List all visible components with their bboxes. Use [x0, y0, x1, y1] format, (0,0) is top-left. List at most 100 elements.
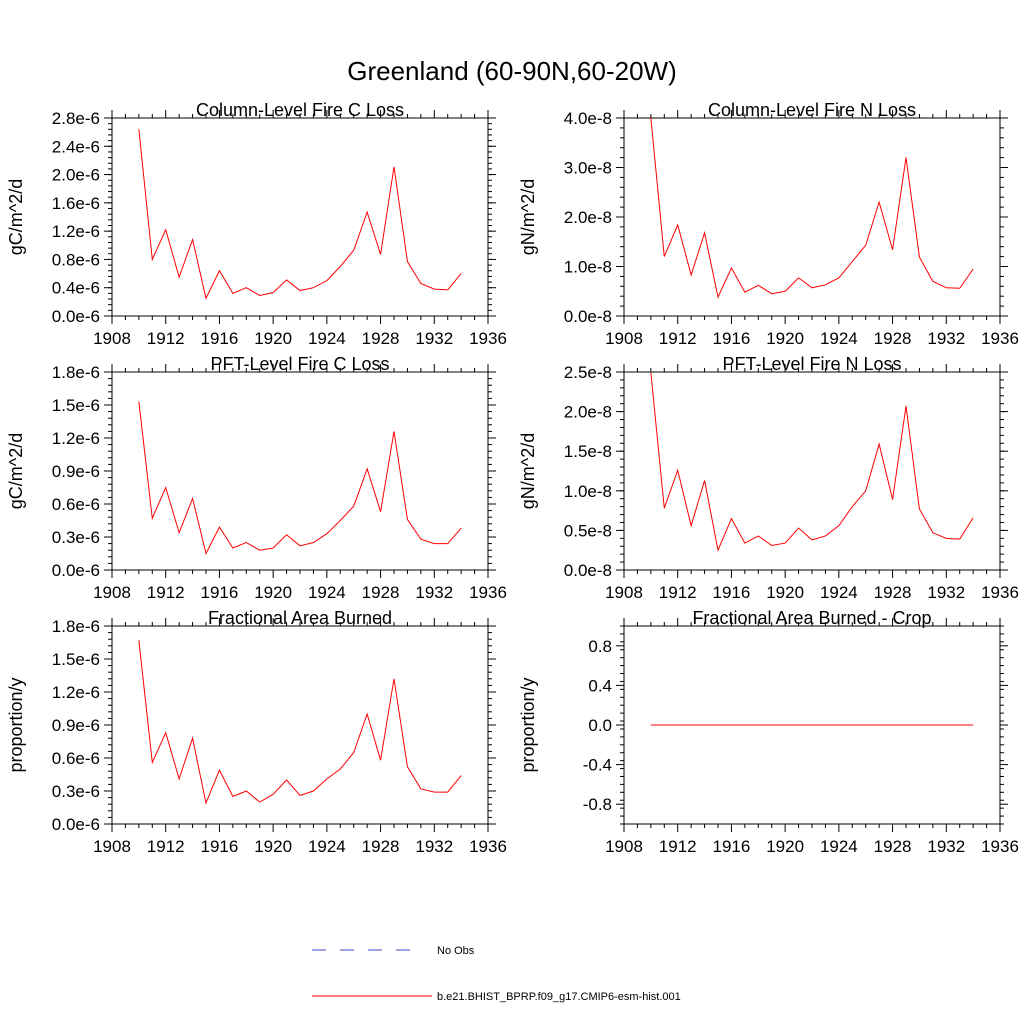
x-tick-label: 1928 — [874, 837, 912, 856]
x-tick-label: 1936 — [981, 583, 1019, 602]
x-tick-label: 1908 — [605, 329, 643, 348]
x-tick-label: 1916 — [201, 583, 239, 602]
x-tick-label: 1924 — [820, 837, 858, 856]
y-tick-label: 1.2e-6 — [52, 683, 100, 702]
series-line-pft-level-fire-c-loss — [138, 401, 462, 555]
y-tick-label: 1.8e-6 — [52, 363, 100, 382]
y-axis-label: gC/m^2/d — [6, 179, 26, 255]
series-line-column-level-fire-c-loss — [138, 129, 462, 300]
x-tick-label: 1920 — [766, 329, 804, 348]
x-tick-label: 1908 — [93, 837, 131, 856]
legend: No Obs b.e21.BHIST_BPRP.f09_g17.CMIP6-es… — [312, 945, 681, 1003]
x-tick-label: 1916 — [713, 329, 751, 348]
y-tick-label: 1.8e-6 — [52, 617, 100, 636]
y-tick-label: 0.9e-6 — [52, 462, 100, 481]
x-tick-label: 1920 — [254, 329, 292, 348]
x-tick-label: 1928 — [362, 329, 400, 348]
x-tick-label: 1936 — [981, 329, 1019, 348]
y-tick-label: 0.0e-6 — [52, 307, 100, 326]
x-tick-label: 1932 — [927, 329, 965, 348]
y-axis-label: gN/m^2/d — [518, 179, 538, 255]
chart-panel-pft-level-fire-n-loss: PFT-Level Fire N Loss gN/m^2/d 1908 1912 191… — [518, 354, 1019, 602]
x-tick-label: 1916 — [713, 583, 751, 602]
x-tick-label: 1916 — [201, 837, 239, 856]
y-tick-label: 3.0e-8 — [564, 159, 612, 178]
x-tick-label: 1916 — [713, 837, 751, 856]
y-tick-label: 1.5e-6 — [52, 650, 100, 669]
y-tick-label: 0.8e-6 — [52, 250, 100, 269]
y-tick-label: -0.4 — [583, 756, 612, 775]
x-tick-label: 1924 — [308, 837, 346, 856]
plot-frame — [111, 117, 489, 317]
series-line-column-level-fire-n-loss — [650, 117, 974, 299]
y-tick-label: 0.0 — [588, 716, 612, 735]
series-line-pft-level-fire-n-loss — [650, 372, 974, 552]
x-tick-label: 1908 — [93, 329, 131, 348]
y-tick-label: 0.3e-6 — [52, 782, 100, 801]
y-tick-label: 2.0e-6 — [52, 166, 100, 185]
x-tick-label: 1912 — [147, 583, 185, 602]
y-tick-label: 2.0e-8 — [564, 208, 612, 227]
panel-title: PFT-Level Fire N Loss — [722, 354, 901, 374]
x-tick-label: 1924 — [308, 583, 346, 602]
y-tick-label: 0.3e-6 — [52, 528, 100, 547]
y-tick-label: 0.6e-6 — [52, 495, 100, 514]
y-tick-label: 0.4 — [588, 676, 612, 695]
plot-frame — [111, 371, 489, 571]
panel-grid: Column-Level Fire C Loss gC/m^2/d 1908 1912… — [6, 100, 1019, 856]
y-tick-label: 0.0e-8 — [564, 307, 612, 326]
x-tick-label: 1920 — [766, 837, 804, 856]
legend-label-no-obs: No Obs — [437, 945, 475, 957]
y-tick-label: 0.0e-6 — [52, 815, 100, 834]
x-tick-label: 1932 — [927, 837, 965, 856]
chart-panel-fractional-area-burned-crop: Fractional Area Burned - Crop proportion/… — [518, 608, 1019, 856]
y-tick-label: 1.2e-6 — [52, 429, 100, 448]
x-tick-label: 1924 — [820, 583, 858, 602]
y-tick-label: 1.0e-8 — [564, 482, 612, 501]
y-tick-label: 0.5e-8 — [564, 521, 612, 540]
x-tick-label: 1932 — [415, 837, 453, 856]
y-axis-label: gC/m^2/d — [6, 433, 26, 509]
x-tick-label: 1936 — [469, 329, 507, 348]
x-tick-label: 1932 — [415, 583, 453, 602]
y-tick-label: 0.0e-6 — [52, 561, 100, 580]
plot-frame — [111, 625, 489, 825]
y-tick-label: 1.5e-8 — [564, 442, 612, 461]
y-tick-label: 1.0e-8 — [564, 258, 612, 277]
legend-label-model: b.e21.BHIST_BPRP.f09_g17.CMIP6-esm-hist.… — [437, 991, 681, 1003]
panel-title: Column-Level Fire N Loss — [708, 100, 916, 120]
y-tick-label: 0.6e-6 — [52, 749, 100, 768]
panel-title: PFT-Level Fire C Loss — [210, 354, 389, 374]
x-tick-label: 1912 — [147, 837, 185, 856]
figure-title: Greenland (60-90N,60-20W) — [347, 56, 677, 86]
y-tick-label: 2.8e-6 — [52, 109, 100, 128]
y-tick-label: 1.5e-6 — [52, 396, 100, 415]
x-tick-label: 1916 — [201, 329, 239, 348]
x-tick-label: 1908 — [605, 837, 643, 856]
y-tick-label: 2.0e-8 — [564, 403, 612, 422]
x-tick-label: 1936 — [981, 837, 1019, 856]
chart-panel-column-level-fire-n-loss: Column-Level Fire N Loss gN/m^2/d 1908 1912… — [518, 100, 1019, 348]
y-tick-label: 2.5e-8 — [564, 363, 612, 382]
y-tick-label: 1.2e-6 — [52, 222, 100, 241]
x-tick-label: 1928 — [362, 583, 400, 602]
y-axis-label: proportion/y — [518, 677, 538, 772]
panel-title: Fractional Area Burned - Crop — [692, 608, 931, 628]
y-tick-label: 2.4e-6 — [52, 137, 100, 156]
x-tick-label: 1932 — [927, 583, 965, 602]
y-tick-label: 4.0e-8 — [564, 109, 612, 128]
x-tick-label: 1908 — [93, 583, 131, 602]
x-tick-label: 1932 — [415, 329, 453, 348]
x-tick-label: 1920 — [254, 837, 292, 856]
series-line-fractional-area-burned — [138, 640, 462, 805]
x-tick-label: 1912 — [147, 329, 185, 348]
x-tick-label: 1928 — [874, 329, 912, 348]
y-tick-label: 0.4e-6 — [52, 279, 100, 298]
y-axis-label: proportion/y — [6, 677, 26, 772]
x-tick-label: 1936 — [469, 583, 507, 602]
y-axis-label: gN/m^2/d — [518, 433, 538, 509]
x-tick-label: 1928 — [874, 583, 912, 602]
x-tick-label: 1920 — [766, 583, 804, 602]
chart-panel-column-level-fire-c-loss: Column-Level Fire C Loss gC/m^2/d 1908 1912… — [6, 100, 507, 348]
